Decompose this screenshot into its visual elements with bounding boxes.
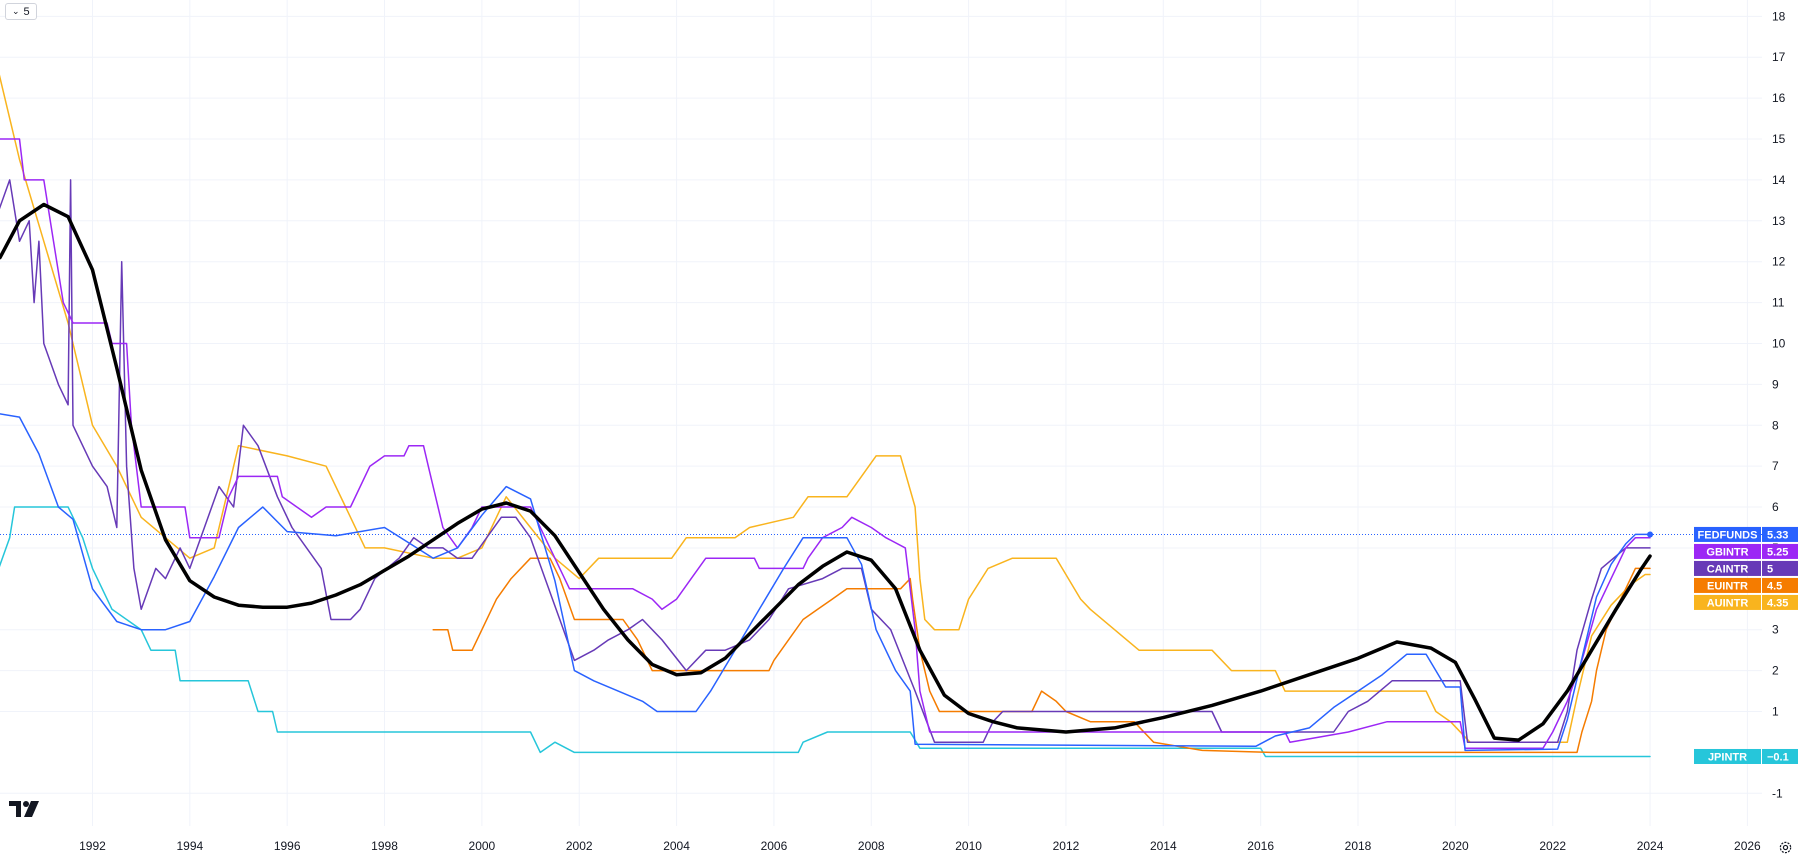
series-value-tag [1762,543,1798,559]
y-tick-label: 15 [1772,132,1786,146]
x-tick-label: 2016 [1247,839,1274,853]
x-tick-label: 2002 [566,839,593,853]
series-value-label: 4.35 [1767,597,1788,609]
y-tick-label: 10 [1772,336,1786,350]
y-tick-label: -1 [1772,786,1783,800]
series-value-tag [1762,594,1798,610]
trend-curve [0,202,1652,742]
x-tick-label: 2008 [858,839,885,853]
y-tick-label: 13 [1772,214,1786,228]
series-name-label: CAINTR [1707,563,1749,575]
series-name-label: AUINTR [1707,597,1749,609]
x-tick-label: 2012 [1053,839,1080,853]
series-line-euintr [432,557,1651,754]
series-line-caintr [0,179,1651,743]
series-name-tag [1694,594,1761,610]
x-axis: 1992 1994 1996 1998 2000 2002 2004 2006 2008 2010… [79,839,1761,853]
collapse-button[interactable]: ⌄ 5 [5,3,37,20]
series-name-tag [1694,748,1761,764]
series-value-label: 5.33 [1767,529,1788,541]
tradingview-logo-icon[interactable] [9,800,43,818]
y-tick-label: 9 [1772,377,1779,391]
y-tick-label: 16 [1772,91,1786,105]
x-tick-label: 2004 [663,839,690,853]
x-tick-label: 2024 [1637,839,1664,853]
y-tick-label: 17 [1772,50,1786,64]
x-tick-label: 1992 [79,839,106,853]
x-tick-label: 2006 [761,839,788,853]
series-value-label: −0.1 [1767,751,1789,763]
y-tick-label: 18 [1772,9,1786,23]
y-tick-label: 1 [1772,705,1779,719]
series-value-label: 5 [1767,563,1773,575]
series-line-fedfunds [0,413,1651,752]
y-tick-label: 6 [1772,500,1779,514]
x-tick-label: 2010 [955,839,982,853]
series-name-label: FEDFUNDS [1698,529,1758,541]
x-tick-label: 2026 [1734,839,1761,853]
series-value-labels: FEDFUNDS 5.33 GBINTR 5.25 CAINTR 5 EUINTR 4.5 AU… [1694,526,1798,764]
x-tick-label: 2018 [1345,839,1372,853]
y-tick-label: 8 [1772,418,1779,432]
x-tick-label: 2020 [1442,839,1469,853]
series-name-tag [1694,543,1761,559]
y-axis: 18171615141312111098765321-1 [1772,9,1786,800]
series-name-label: GBINTR [1706,546,1748,558]
series-name-tag [1694,577,1761,593]
x-tick-label: 2014 [1150,839,1177,853]
chevron-down-icon: ⌄ [12,6,20,16]
x-tick-label: 2022 [1539,839,1566,853]
x-tick-label: 1994 [176,839,203,853]
series-name-label: EUINTR [1707,580,1748,592]
series-line-jpintr [0,506,1651,758]
last-value-dot [1647,531,1654,538]
series-value-tag [1762,526,1798,542]
x-tick-label: 1998 [371,839,398,853]
series-name-label: JPINTR [1708,751,1747,763]
series-name-tag [1694,526,1761,542]
y-tick-label: 14 [1772,173,1786,187]
gear-icon[interactable] [1778,840,1793,855]
y-tick-label: 3 [1772,623,1779,637]
y-tick-label: 11 [1772,296,1785,310]
y-tick-label: 12 [1772,255,1786,269]
series-value-tag [1762,577,1798,593]
series-line-auintr [0,74,1651,743]
series-value-label: 4.5 [1767,580,1782,592]
series-value-label: 5.25 [1767,546,1788,558]
series-value-tag [1762,748,1798,764]
grid [0,0,1762,826]
series-lines [0,74,1654,758]
series-name-tag [1694,560,1761,576]
x-tick-label: 2000 [469,839,496,853]
series-value-tag [1762,560,1798,576]
y-tick-label: 7 [1772,459,1779,473]
collapse-count: 5 [23,5,30,18]
x-tick-label: 1996 [274,839,301,853]
y-tick-label: 2 [1772,664,1779,678]
